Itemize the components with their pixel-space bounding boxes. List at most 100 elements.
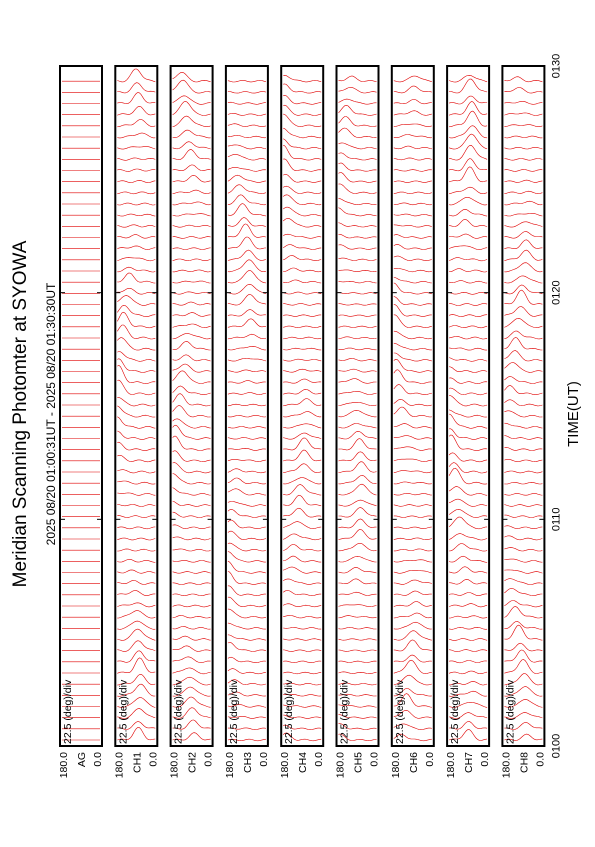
scan-trace <box>448 74 488 83</box>
scan-trace <box>338 671 377 674</box>
scan-trace <box>283 423 322 429</box>
scale-label: 22.5 (deg)/div <box>62 679 74 744</box>
scan-trace <box>172 149 211 160</box>
scan-trace <box>227 642 266 652</box>
scan-trace <box>117 559 156 563</box>
scan-trace <box>338 474 377 485</box>
scan-trace <box>117 224 156 228</box>
scan-trace <box>449 336 488 340</box>
scan-trace <box>172 645 211 652</box>
scan-trace <box>338 615 377 619</box>
scan-trace <box>172 201 211 206</box>
scan-trace <box>117 68 156 83</box>
scan-trace <box>172 236 211 239</box>
scan-trace <box>172 354 211 362</box>
scan-trace <box>393 504 432 507</box>
scan-trace <box>117 480 156 485</box>
scan-trace <box>449 158 488 172</box>
scan-trace <box>283 615 322 619</box>
scan-trace <box>449 166 488 183</box>
y-tick-bottom: 0.0 <box>147 752 159 767</box>
scan-trace <box>227 560 266 574</box>
scan-trace <box>449 125 488 139</box>
scan-trace <box>338 127 377 139</box>
scan-trace <box>338 292 377 295</box>
scan-trace <box>393 693 432 708</box>
scan-trace <box>393 612 432 619</box>
scan-trace <box>338 244 377 250</box>
scan-trace <box>283 194 322 206</box>
scan-trace <box>338 451 377 462</box>
scan-trace <box>117 311 156 329</box>
scan-trace <box>172 174 211 183</box>
scan-trace <box>338 704 377 708</box>
scan-trace <box>393 75 432 83</box>
scan-trace <box>172 340 211 351</box>
scan-trace <box>338 591 377 596</box>
panel-frame <box>501 65 546 747</box>
scan-trace <box>338 555 377 563</box>
scan-trace <box>338 314 377 317</box>
scan-trace <box>504 362 543 373</box>
scan-trace <box>504 699 543 708</box>
scan-trace <box>338 87 377 94</box>
scan-trace <box>172 571 211 574</box>
scan-trace <box>172 71 211 83</box>
scan-trace <box>227 80 266 83</box>
scan-trace <box>504 169 543 172</box>
scan-trace <box>172 269 211 273</box>
scan-trace <box>504 330 543 340</box>
scan-trace <box>172 129 211 139</box>
scan-trace <box>393 590 432 596</box>
scan-trace <box>338 567 377 574</box>
scan-trace <box>227 318 266 328</box>
scan-trace <box>504 135 543 139</box>
scan-trace <box>227 167 266 172</box>
scan-trace <box>504 459 543 463</box>
scan-trace <box>393 330 432 340</box>
scan-trace <box>448 413 488 429</box>
scan-trace <box>393 276 432 284</box>
y-tick-top: 180.0 <box>224 752 236 778</box>
scan-trace <box>283 411 322 418</box>
scan-trace <box>504 558 543 563</box>
scan-trace <box>338 578 377 585</box>
scan-trace <box>504 514 543 518</box>
scan-trace <box>117 526 156 530</box>
scan-trace <box>172 487 211 496</box>
panel-ch6: 22.5 (deg)/div 180.0 0.0 CH6 <box>390 65 436 778</box>
scan-trace <box>448 209 488 217</box>
panel-frame <box>224 65 269 747</box>
scan-trace <box>393 244 432 250</box>
scan-trace <box>504 200 543 206</box>
scan-trace <box>117 430 156 440</box>
scan-trace <box>283 578 322 585</box>
scan-trace <box>172 418 211 429</box>
scan-trace <box>283 368 322 373</box>
scan-trace <box>504 124 543 127</box>
scan-trace <box>283 138 322 150</box>
scan-trace <box>227 101 266 105</box>
scan-trace <box>227 283 266 295</box>
panel-frame <box>169 65 214 747</box>
scan-trace <box>227 691 266 697</box>
scan-trace <box>338 693 377 697</box>
scan-trace <box>172 115 211 127</box>
scan-trace <box>283 314 322 317</box>
panel-frame <box>280 65 325 747</box>
scan-trace <box>393 282 432 295</box>
scan-trace <box>172 604 211 608</box>
scan-trace <box>227 270 266 284</box>
scan-trace <box>172 385 211 395</box>
scan-trace <box>393 384 432 395</box>
x-axis-label: TIME(UT) <box>565 381 582 447</box>
scan-trace <box>449 592 488 596</box>
scan-trace <box>117 266 156 273</box>
scan-trace <box>504 249 543 261</box>
scan-trace <box>504 399 543 407</box>
scan-trace <box>449 268 488 273</box>
scan-trace <box>338 723 377 730</box>
scan-trace <box>504 147 543 150</box>
scan-trace <box>504 446 543 451</box>
